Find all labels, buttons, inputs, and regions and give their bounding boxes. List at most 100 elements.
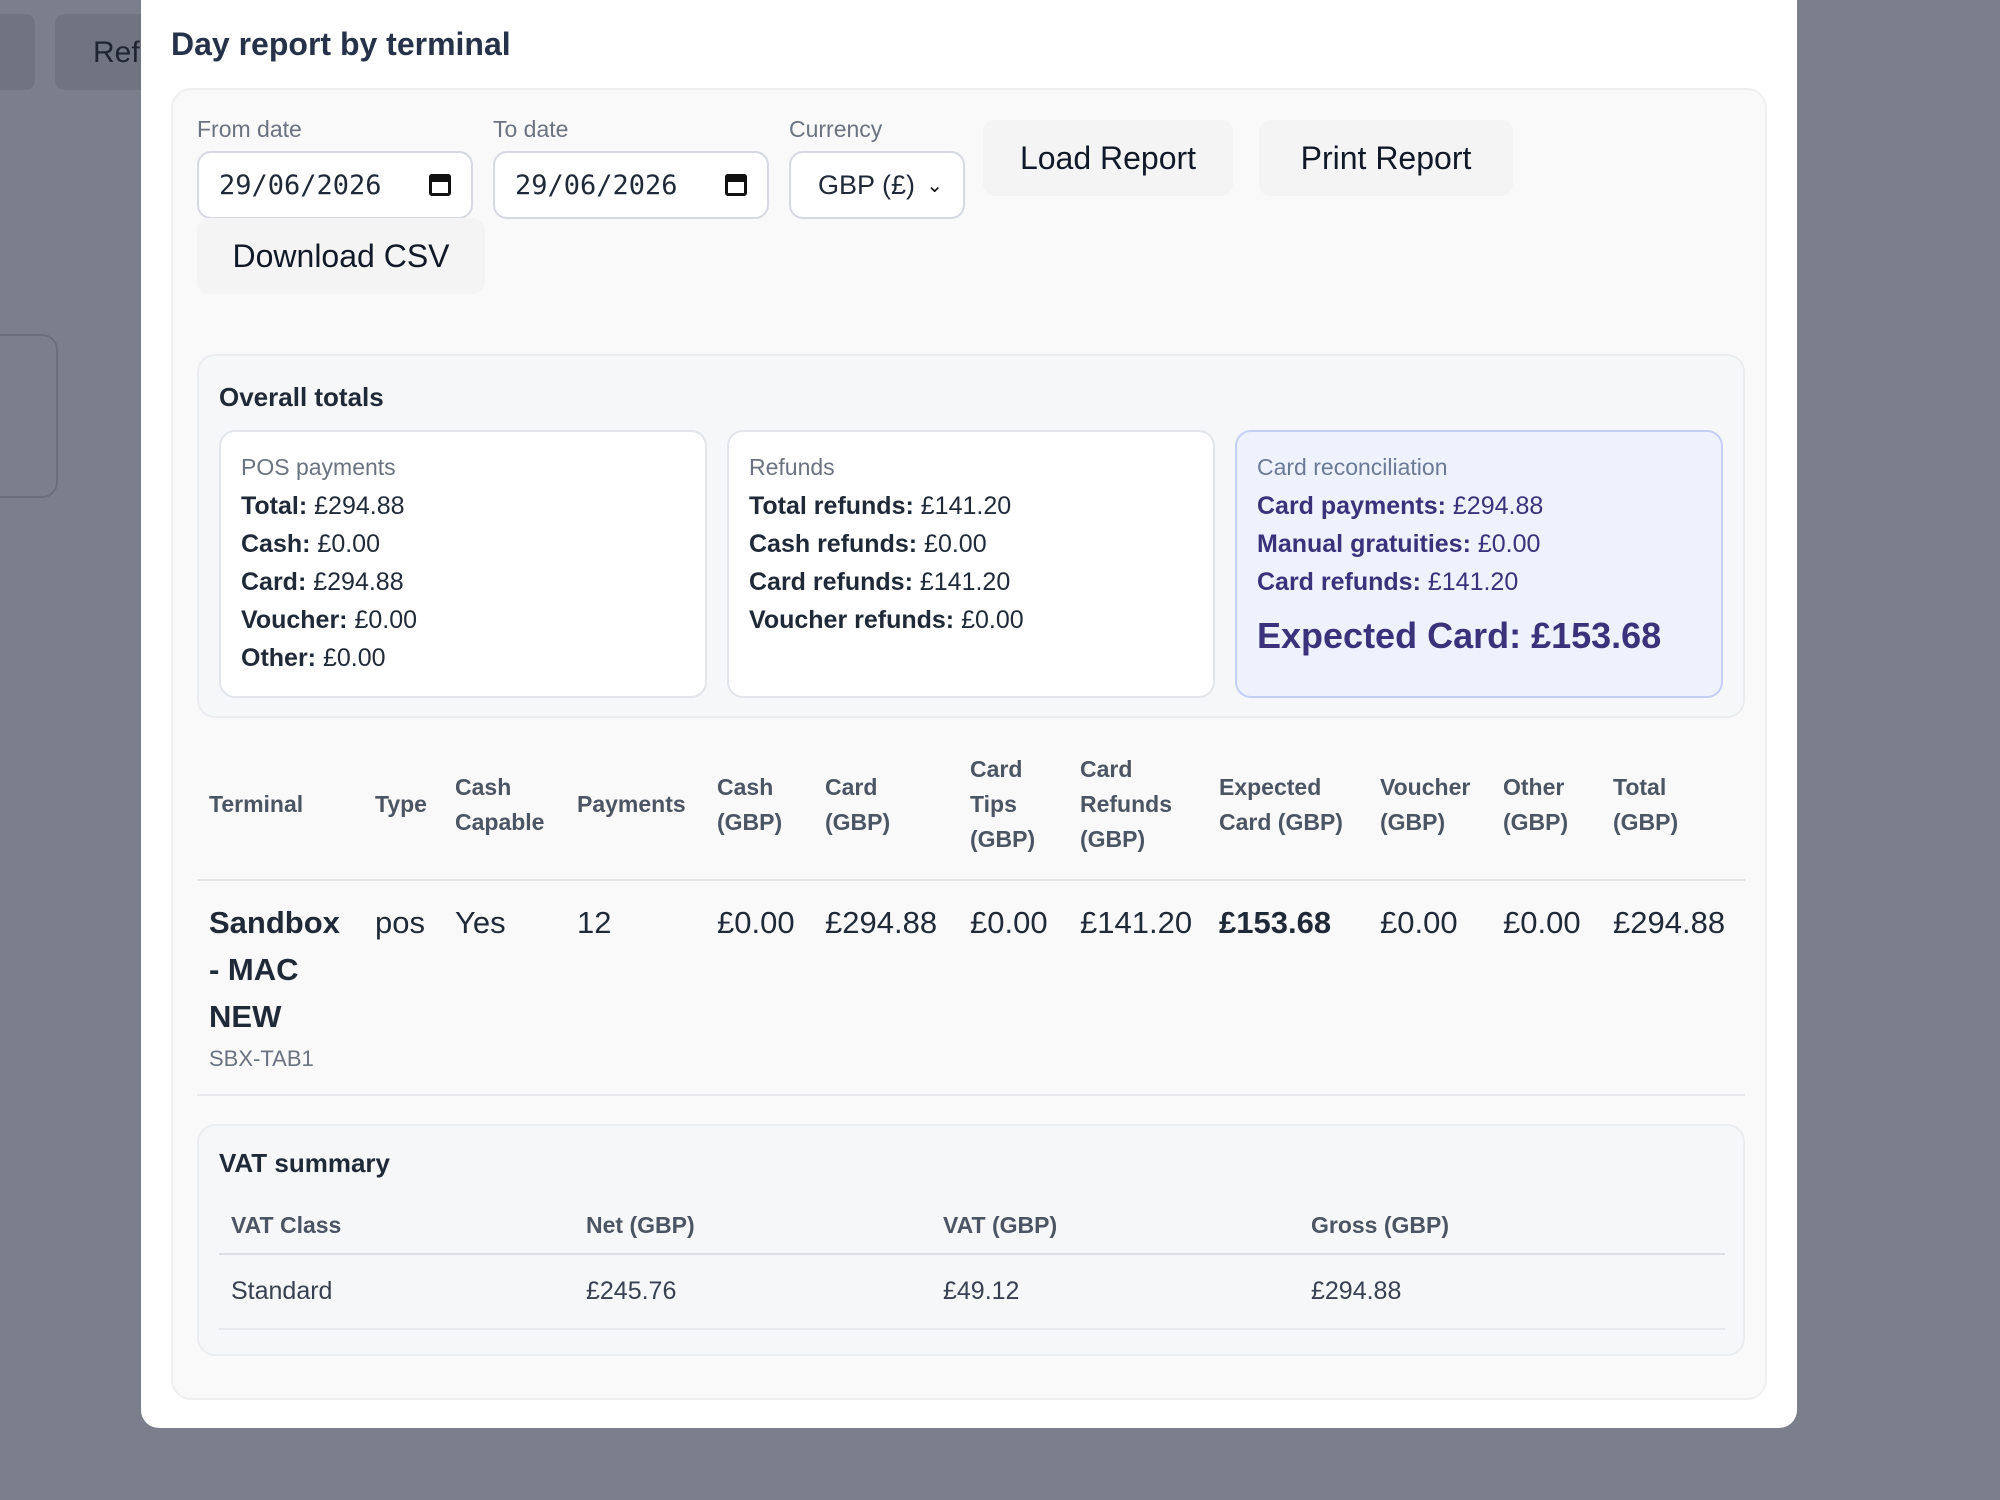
expected-card-total: Expected Card: £153.68 [1257,615,1662,656]
col-payments: Payments [565,730,705,881]
rec-gratuities-value: £0.00 [1477,530,1541,558]
col-total: Total (GBP) [1601,730,1745,881]
card-cell: £294.88 [813,880,958,1096]
terminal-table: Terminal Type Cash Capable Payments Cash… [197,730,1745,1096]
col-expected-card: Expected Card (GBP) [1207,730,1368,881]
rec-gratuities-label: Manual gratuities: [1257,530,1471,558]
other-cell: £0.00 [1491,880,1601,1096]
rec-card-refunds-row: Card refunds: £141.20 [1257,563,1701,601]
pos-cash-row: Cash: £0.00 [241,525,685,563]
vat-table: VAT Class Net (GBP) VAT (GBP) Gross (GBP… [219,1198,1725,1330]
table-row: Sandbox - MAC NEW SBX-TAB1 pos Yes 12 £0… [197,880,1745,1096]
report-panel: From date 29/06/2026 To date 29/06/2026 … [171,88,1767,1400]
total-cell: £294.88 [1601,880,1745,1096]
vat-summary-title: VAT summary [219,1148,390,1178]
pos-voucher-value: £0.00 [354,606,418,634]
col-card: Card (GBP) [813,730,958,881]
from-date-input[interactable]: 29/06/2026 [197,151,473,219]
refunds-cash-label: Cash refunds: [749,530,918,558]
from-date-value: 29/06/2026 [219,169,382,201]
refunds-card: Refunds Total refunds: £141.20 Cash refu… [727,430,1215,698]
rec-gratuities-row: Manual gratuities: £0.00 [1257,525,1701,563]
pos-other-value: £0.00 [322,644,386,672]
col-other: Other (GBP) [1491,730,1601,881]
rec-card-payments-row: Card payments: £294.88 [1257,487,1701,525]
calendar-icon[interactable] [429,174,451,196]
pos-payments-card: POS payments Total: £294.88 Cash: £0.00 … [219,430,707,698]
table-row: Standard £245.76 £49.12 £294.88 [219,1254,1725,1330]
calendar-icon[interactable] [725,174,747,196]
overall-totals-title: Overall totals [219,382,384,412]
pos-total-value: £294.88 [314,492,405,520]
col-vat: VAT (GBP) [931,1198,1299,1255]
payments-cell: 12 [565,880,705,1096]
refunds-cash-row: Cash refunds: £0.00 [749,525,1193,563]
pos-card-label: Card: [241,568,307,596]
modal-title: Day report by terminal [171,26,511,62]
vat-summary: VAT summary VAT Class Net (GBP) VAT (GBP… [197,1124,1745,1356]
refunds-voucher-label: Voucher refunds: [749,606,955,634]
pos-card-row: Card: £294.88 [241,563,685,601]
overall-totals: Overall totals POS payments Total: £294.… [197,354,1745,718]
col-net: Net (GBP) [574,1198,931,1255]
col-voucher: Voucher (GBP) [1368,730,1491,881]
refunds-card-label: Card refunds: [749,568,913,596]
refunds-cash-value: £0.00 [924,530,987,558]
vat-table-header: VAT Class Net (GBP) VAT (GBP) Gross (GBP… [219,1198,1725,1255]
currency-select[interactable]: GBP (£) ⌄ [789,151,965,219]
background-tab [0,14,35,90]
card-refunds-cell: £141.20 [1068,880,1207,1096]
to-date-input[interactable]: 29/06/2026 [493,151,769,219]
terminal-table-header: Terminal Type Cash Capable Payments Cash… [197,730,1745,881]
currency-label: Currency [789,116,883,142]
refunds-total-label: Total refunds: [749,492,914,520]
pos-total-row: Total: £294.88 [241,487,685,525]
col-card-tips: Card Tips (GBP) [958,730,1068,881]
terminal-name: Sandbox - MAC NEW [209,905,340,1034]
col-terminal: Terminal [197,730,363,881]
col-type: Type [363,730,443,881]
pos-payments-heading: POS payments [241,454,396,480]
card-tips-cell: £0.00 [958,880,1068,1096]
voucher-cell: £0.00 [1368,880,1491,1096]
report-modal: Day report by terminal From date 29/06/2… [141,0,1797,1428]
from-date-label: From date [197,116,302,142]
col-cash-capable: Cash Capable [443,730,565,881]
pos-total-label: Total: [241,492,308,520]
rec-card-payments-value: £294.88 [1452,492,1544,520]
rec-card-refunds-value: £141.20 [1427,568,1519,596]
col-gross: Gross (GBP) [1299,1198,1725,1255]
terminal-cell: Sandbox - MAC NEW SBX-TAB1 [197,880,363,1096]
refunds-total-row: Total refunds: £141.20 [749,487,1193,525]
download-csv-button[interactable]: Download CSV [197,218,485,294]
refunds-card-value: £141.20 [919,568,1011,596]
pos-card-value: £294.88 [313,568,404,596]
refunds-voucher-row: Voucher refunds: £0.00 [749,601,1193,639]
refunds-card-row: Card refunds: £141.20 [749,563,1193,601]
print-report-button[interactable]: Print Report [1259,120,1513,196]
pos-cash-value: £0.00 [317,530,380,558]
col-card-refunds: Card Refunds (GBP) [1068,730,1207,881]
col-vat-class: VAT Class [219,1198,574,1255]
refunds-voucher-value: £0.00 [961,606,1024,634]
pos-voucher-label: Voucher: [241,606,348,634]
currency-field: Currency GBP (£) ⌄ [789,116,965,219]
rec-card-refunds-label: Card refunds: [1257,568,1421,596]
pos-voucher-row: Voucher: £0.00 [241,601,685,639]
refunds-total-value: £141.20 [920,492,1012,520]
rec-card-payments-label: Card payments: [1257,492,1446,520]
cash-cell: £0.00 [705,880,813,1096]
load-report-button[interactable]: Load Report [983,120,1233,196]
from-date-field: From date 29/06/2026 [197,116,473,219]
background-card [0,334,58,498]
pos-cash-label: Cash: [241,530,311,558]
vat-cell: £49.12 [931,1254,1299,1330]
card-reconciliation-card: Card reconciliation Card payments: £294.… [1235,430,1723,698]
pos-other-row: Other: £0.00 [241,639,685,677]
refunds-heading: Refunds [749,454,835,480]
background-tab-label: Ref [93,36,140,69]
currency-value: GBP (£) [818,169,916,200]
to-date-value: 29/06/2026 [515,169,678,201]
vat-class-cell: Standard [219,1254,574,1330]
expected-card-cell: £153.68 [1207,880,1368,1096]
